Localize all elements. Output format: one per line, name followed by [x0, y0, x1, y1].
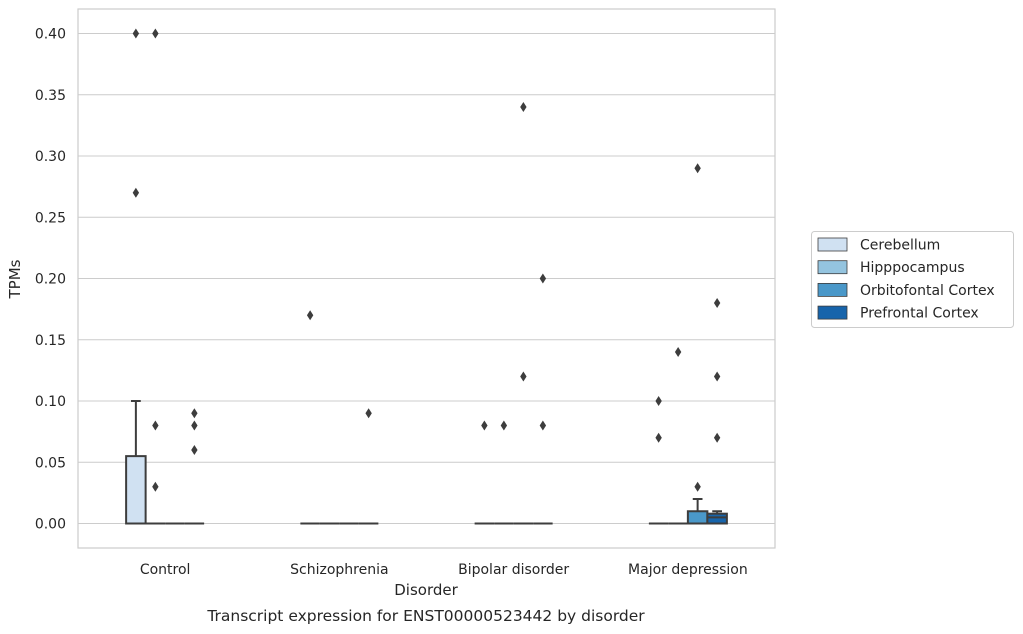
y-tick-label: 0.35: [35, 88, 66, 104]
outlier-point: [365, 408, 372, 419]
y-tick-label: 0.20: [35, 272, 66, 288]
outlier-point: [132, 187, 140, 198]
outlier-point: [713, 298, 721, 308]
outlier-point: [694, 163, 701, 174]
legend-label: Orbitofontal Cortex: [860, 283, 995, 299]
plot-frame: [77, 8, 776, 549]
box: [686, 510, 709, 525]
outlier-point: [694, 481, 701, 492]
outlier-point: [500, 420, 508, 431]
legend-swatch: [817, 237, 848, 252]
legend-label: Cerebellum: [860, 238, 940, 254]
box: [706, 512, 728, 525]
outlier-point: [520, 371, 527, 382]
legend-frame: [811, 231, 1014, 328]
box-plot-series: [125, 28, 728, 525]
y-tick-label: 0.25: [35, 210, 66, 226]
legend-swatch: [817, 305, 848, 320]
outlier-point: [713, 371, 721, 382]
legend-swatch: [817, 260, 848, 275]
x-axis-label: Disorder: [394, 581, 458, 599]
outlier-point: [191, 445, 198, 455]
outlier-point: [152, 420, 159, 431]
outlier-point: [713, 432, 721, 443]
outlier-point: [152, 481, 159, 492]
outlier-point: [655, 396, 662, 406]
box: [125, 455, 147, 525]
legend-label: Hipppocampus: [860, 260, 965, 276]
chart-caption: Transcript expression for ENST0000052344…: [206, 607, 645, 625]
outlier-point: [191, 408, 198, 419]
y-axis-label: TPMs: [6, 259, 24, 299]
x-tick-label: Control: [140, 562, 191, 578]
y-tick-label: 0.05: [35, 455, 66, 471]
x-tick-label: Schizophrenia: [290, 562, 388, 578]
legend-label: Prefrontal Cortex: [860, 306, 979, 322]
y-tick-label: 0.15: [35, 333, 66, 349]
outlier-point: [152, 28, 159, 39]
legend-swatch: [817, 282, 848, 297]
x-axis-ticks: Control Schizophrenia Bipolar disorder Majo…: [140, 562, 748, 578]
y-tick-label: 0.40: [35, 27, 66, 43]
outlier-point: [539, 420, 547, 431]
y-tick-label: 0.30: [35, 149, 66, 165]
x-tick-label: Bipolar disorder: [458, 562, 569, 578]
outlier-point: [481, 420, 488, 431]
y-tick-label: 0.00: [35, 517, 66, 533]
outlier-point: [520, 102, 527, 112]
outlier-point: [132, 28, 140, 39]
outlier-point: [191, 420, 198, 431]
outlier-point: [674, 347, 682, 357]
y-tick-label: 0.10: [35, 394, 66, 410]
x-tick-label: Major depression: [628, 562, 748, 578]
y-axis-ticks: 0.00 0.05 0.10 0.15 0.20 0.25 0.30 0.35 0.40: [35, 27, 66, 533]
outlier-point: [539, 273, 547, 284]
grid-lines: [78, 32, 775, 525]
outlier-point: [655, 432, 662, 443]
outlier-point: [306, 310, 314, 321]
legend: Cerebellum Hipppocampus Orbitofontal Corte…: [811, 231, 1014, 328]
